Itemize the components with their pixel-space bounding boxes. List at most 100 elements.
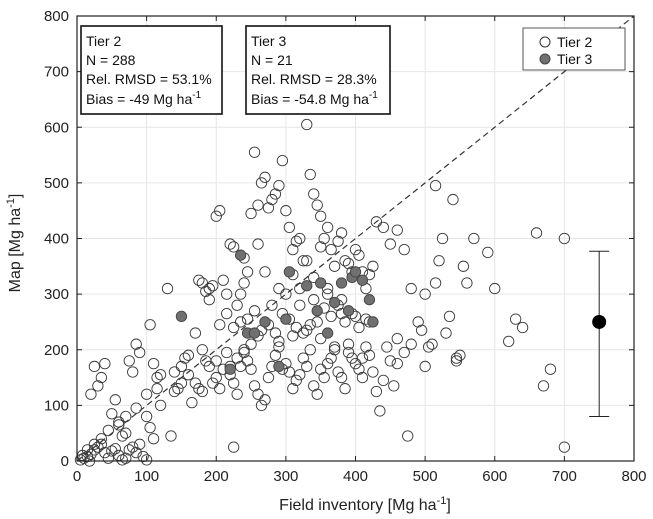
data-point-tier-2 [228, 377, 240, 389]
data-point-tier-2 [290, 321, 302, 334]
stats-box-tier-2: Tier 2 N = 288 Rel. RMSD = 53.1% Bias = … [80, 25, 223, 115]
data-point-tier-2 [151, 371, 163, 384]
data-point-tier-2 [294, 232, 306, 245]
data-point-tier-2 [245, 363, 257, 375]
data-point-tier-2 [450, 355, 463, 367]
data-point-tier-2 [304, 319, 316, 331]
data-point-tier-2 [321, 221, 334, 234]
data-point-tier-2 [349, 243, 362, 256]
data-point-tier-2 [217, 274, 229, 286]
data-point-tier-2 [297, 255, 309, 267]
data-point-tier-2 [308, 380, 320, 392]
data-point-tier-3 [283, 266, 296, 278]
data-point-tier-2 [200, 285, 212, 297]
data-point-tier-2 [255, 399, 268, 412]
data-point-tier-2 [214, 319, 226, 331]
y-tick-label: 700 [44, 64, 69, 81]
data-point-tier-3 [356, 274, 369, 286]
data-point-tier-2 [301, 118, 313, 131]
data-point-tier-2 [137, 450, 149, 463]
data-point-tier-3 [335, 277, 348, 289]
stats-box-title: Tier 3 [251, 33, 286, 49]
data-point-tier-2 [95, 433, 108, 445]
stats-box-tier-3: Tier 3 N = 21 Rel. RMSD = 28.3% Bias = -… [245, 25, 391, 115]
data-point-tier-2 [328, 260, 341, 272]
data-point-tier-2 [252, 388, 264, 400]
data-point-tier-2 [283, 366, 296, 378]
data-point-tier-2 [182, 349, 195, 361]
data-point-tier-2 [482, 246, 494, 259]
data-point-tier-2 [318, 371, 330, 384]
legend-label-tier-2: Tier 2 [557, 34, 592, 50]
data-point-tier-2 [353, 321, 365, 334]
data-point-tier-3 [175, 310, 188, 323]
data-point-tier-2 [433, 255, 445, 267]
data-point-tier-2 [259, 394, 271, 406]
data-point-tier-2 [203, 294, 215, 306]
data-point-tier-2 [349, 358, 362, 370]
data-point-tier-2 [391, 332, 403, 345]
data-point-tier-2 [175, 360, 188, 373]
data-point-tier-2 [95, 438, 108, 450]
data-point-tier-2 [315, 332, 327, 345]
data-point-tier-2 [140, 388, 153, 400]
data-point-tier-2 [130, 338, 142, 350]
legend-label-tier-3: Tier 3 [557, 51, 592, 67]
stats-box-bias: Bias = -49 Mg ha-1 [86, 90, 202, 107]
data-point-tier-2 [88, 444, 101, 456]
data-point-tier-2 [339, 383, 351, 395]
data-point-tier-2 [238, 344, 250, 356]
y-tick-label: 600 [44, 119, 69, 136]
data-point-tier-2 [189, 327, 202, 339]
data-point-tier-2 [221, 288, 233, 300]
data-point-tier-2 [207, 377, 219, 389]
data-point-tier-3 [363, 294, 376, 306]
data-point-tier-2 [127, 366, 139, 378]
data-point-tier-2 [255, 177, 268, 189]
data-point-tier-2 [269, 349, 282, 361]
data-point-tier-2 [398, 243, 410, 256]
data-point-tier-2 [252, 199, 264, 211]
data-point-tier-3 [367, 316, 379, 328]
summary-point-with-range [589, 250, 610, 417]
data-point-tier-2 [342, 346, 355, 359]
data-point-tier-2 [203, 360, 215, 373]
data-point-tier-2 [231, 388, 243, 400]
data-point-tier-2 [154, 399, 167, 412]
data-point-tier-2 [304, 344, 316, 356]
data-point-tier-2 [332, 366, 344, 378]
data-point-tier-2 [95, 371, 108, 384]
data-point-tier-2 [99, 358, 111, 370]
data-point-tier-2 [228, 321, 240, 334]
data-point-tier-2 [280, 205, 292, 217]
data-point-tier-2 [301, 255, 313, 267]
legend-marker-tier-3 [539, 53, 551, 65]
data-point-tier-2 [102, 452, 114, 464]
x-tick-label: 400 [343, 468, 368, 485]
data-point-tier-2 [377, 374, 389, 386]
data-point-tier-2 [262, 202, 275, 214]
data-point-tier-2 [144, 421, 156, 434]
data-point-tier-2 [144, 319, 156, 331]
data-point-tier-2 [228, 241, 240, 253]
data-point-tier-2 [123, 355, 135, 367]
data-point-tier-3 [342, 305, 355, 317]
data-point-tier-2 [280, 288, 292, 300]
x-tick-label: 0 [73, 468, 81, 485]
data-point-tier-2 [120, 410, 132, 423]
stats-box-frame [245, 25, 391, 115]
data-point-tier-2 [273, 341, 285, 353]
data-point-tier-2 [231, 299, 243, 311]
data-point-tier-3 [224, 363, 236, 375]
data-point-tier-2 [151, 383, 163, 395]
data-point-tier-3 [301, 280, 313, 292]
data-point-tier-2 [391, 358, 403, 370]
data-point-tier-2 [315, 241, 327, 253]
data-point-tier-2 [426, 338, 438, 350]
data-point-tier-2 [109, 394, 121, 406]
data-point-tier-2 [415, 324, 428, 336]
data-point-tier-2 [325, 352, 337, 364]
data-point-tier-2 [294, 369, 306, 381]
data-point-tier-2 [290, 235, 302, 247]
